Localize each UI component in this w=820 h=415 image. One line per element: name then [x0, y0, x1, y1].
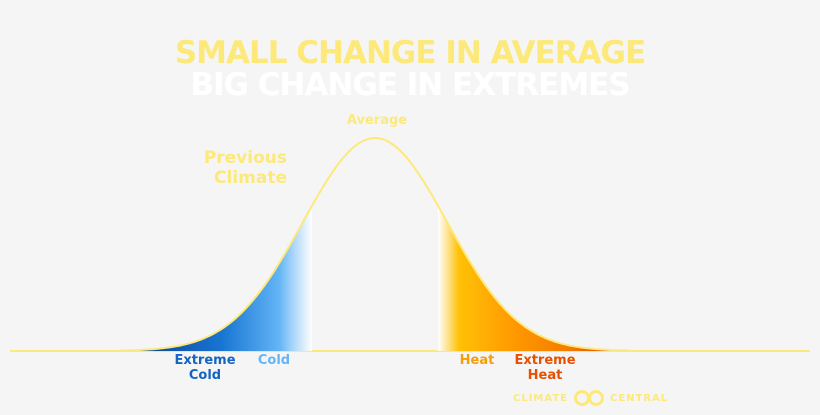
previous-climate-line-1: Previous: [203, 148, 287, 168]
climate-central-logo-icon: [574, 390, 604, 406]
title-line-1: SMALL CHANGE IN AVERAGE: [174, 35, 646, 71]
cold-tail-fill: [140, 205, 312, 351]
previous-climate-curve: [120, 137, 630, 352]
heat-tail-fill: [438, 205, 615, 351]
extreme-cold-line-1: Extreme: [174, 353, 236, 368]
average-label: Average: [346, 113, 408, 128]
heat-label: Heat: [459, 353, 495, 368]
previous-climate-line-2: Climate: [214, 168, 287, 188]
logo-text-left: CLIMATE: [513, 392, 568, 404]
title-line-2: BIG CHANGE IN EXTREMES: [190, 67, 630, 103]
climate-central-logo: CLIMATE CENTRAL: [513, 389, 668, 407]
logo-text-right: CENTRAL: [610, 392, 669, 404]
extreme-heat-line-1: Extreme: [514, 353, 576, 368]
extreme-heat-line-2: Heat: [527, 368, 563, 383]
cold-label: Cold: [257, 353, 291, 368]
extreme-heat-label: Extreme Heat: [506, 353, 584, 383]
previous-climate-label: Previous Climate: [185, 148, 287, 188]
extreme-cold-line-2: Cold: [188, 368, 222, 383]
extreme-cold-label: Extreme Cold: [167, 353, 243, 383]
